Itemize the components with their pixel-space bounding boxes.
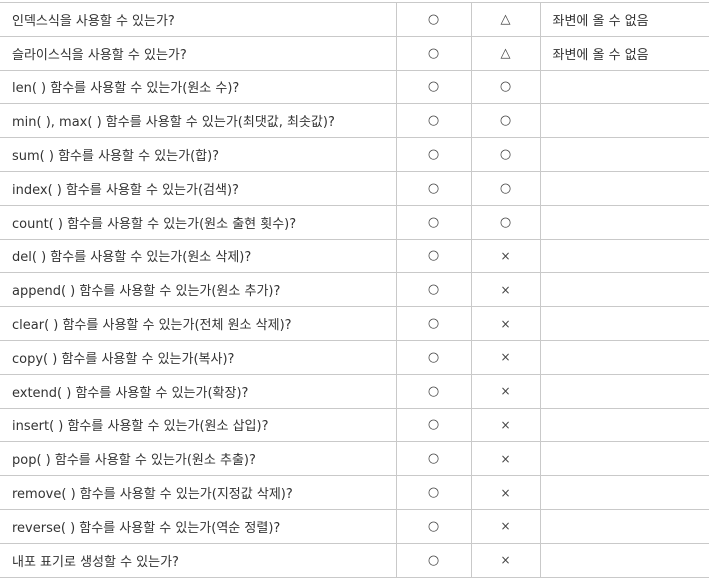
mark-cell: ○ <box>396 373 472 409</box>
table-row: pop( ) 함수를 사용할 수 있는가(원소 추출)? ○ × <box>0 441 709 477</box>
table-row: extend( ) 함수를 사용할 수 있는가(확장)? ○ × <box>0 373 709 409</box>
note-cell <box>540 475 709 510</box>
question-cell: append( ) 함수를 사용할 수 있는가(원소 추가)? <box>0 272 397 308</box>
mark-cell: ○ <box>396 238 472 274</box>
mark-cell: ○ <box>471 170 541 206</box>
question-cell: 슬라이스식을 사용할 수 있는가? <box>0 35 397 71</box>
table-row: min( ), max( ) 함수를 사용할 수 있는가(최댓값, 최솟값)? … <box>0 103 709 139</box>
mark-cell: ○ <box>396 441 472 477</box>
note-cell <box>540 441 709 477</box>
table-row: len( ) 함수를 사용할 수 있는가(원소 수)? ○ ○ <box>0 69 709 105</box>
mark-cell: ○ <box>396 2 472 37</box>
mark-cell: × <box>471 339 541 375</box>
table-row: reverse( ) 함수를 사용할 수 있는가(역순 정렬)? ○ × <box>0 508 709 544</box>
table-row: append( ) 함수를 사용할 수 있는가(원소 추가)? ○ × <box>0 272 709 308</box>
question-cell: index( ) 함수를 사용할 수 있는가(검색)? <box>0 170 397 206</box>
question-cell: 내포 표기로 생성할 수 있는가? <box>0 542 397 578</box>
note-cell <box>540 508 709 544</box>
mark-cell: △ <box>471 35 541 71</box>
question-cell: insert( ) 함수를 사용할 수 있는가(원소 삽입)? <box>0 407 397 443</box>
note-cell <box>540 339 709 375</box>
question-cell: sum( ) 함수를 사용할 수 있는가(합)? <box>0 137 397 172</box>
mark-cell: × <box>471 272 541 308</box>
mark-cell: △ <box>471 2 541 37</box>
table-row: index( ) 함수를 사용할 수 있는가(검색)? ○ ○ <box>0 170 709 206</box>
mark-cell: ○ <box>396 542 472 578</box>
mark-cell: ○ <box>471 69 541 105</box>
question-cell: extend( ) 함수를 사용할 수 있는가(확장)? <box>0 373 397 409</box>
note-cell <box>540 306 709 341</box>
note-cell <box>540 542 709 578</box>
mark-cell: ○ <box>471 103 541 139</box>
question-cell: copy( ) 함수를 사용할 수 있는가(복사)? <box>0 339 397 375</box>
note-cell <box>540 69 709 105</box>
mark-cell: ○ <box>396 272 472 308</box>
mark-cell: × <box>471 542 541 578</box>
note-cell: 좌변에 올 수 없음 <box>540 2 709 37</box>
mark-cell: ○ <box>396 407 472 443</box>
question-cell: del( ) 함수를 사용할 수 있는가(원소 삭제)? <box>0 238 397 274</box>
table-row: 인덱스식을 사용할 수 있는가? ○ △ 좌변에 올 수 없음 <box>0 2 709 37</box>
note-cell <box>540 272 709 308</box>
question-cell: count( ) 함수를 사용할 수 있는가(원소 출현 횟수)? <box>0 204 397 240</box>
table-row: copy( ) 함수를 사용할 수 있는가(복사)? ○ × <box>0 339 709 375</box>
note-cell: 좌변에 올 수 없음 <box>540 35 709 71</box>
mark-cell: ○ <box>396 306 472 341</box>
note-cell <box>540 373 709 409</box>
table-row: sum( ) 함수를 사용할 수 있는가(합)? ○ ○ <box>0 137 709 172</box>
question-cell: min( ), max( ) 함수를 사용할 수 있는가(최댓값, 최솟값)? <box>0 103 397 139</box>
table-row: 슬라이스식을 사용할 수 있는가? ○ △ 좌변에 올 수 없음 <box>0 35 709 71</box>
table-row: remove( ) 함수를 사용할 수 있는가(지정값 삭제)? ○ × <box>0 475 709 510</box>
mark-cell: ○ <box>396 69 472 105</box>
table-row: clear( ) 함수를 사용할 수 있는가(전체 원소 삭제)? ○ × <box>0 306 709 341</box>
mark-cell: × <box>471 508 541 544</box>
mark-cell: ○ <box>396 508 472 544</box>
mark-cell: ○ <box>396 204 472 240</box>
question-cell: pop( ) 함수를 사용할 수 있는가(원소 추출)? <box>0 441 397 477</box>
mark-cell: ○ <box>396 339 472 375</box>
question-cell: 인덱스식을 사용할 수 있는가? <box>0 2 397 37</box>
note-cell <box>540 238 709 274</box>
note-cell <box>540 137 709 172</box>
mark-cell: × <box>471 475 541 510</box>
mark-cell: × <box>471 441 541 477</box>
mark-cell: ○ <box>396 170 472 206</box>
mark-cell: ○ <box>396 103 472 139</box>
mark-cell: × <box>471 407 541 443</box>
note-cell <box>540 407 709 443</box>
mark-cell: ○ <box>396 137 472 172</box>
table-row: count( ) 함수를 사용할 수 있는가(원소 출현 횟수)? ○ ○ <box>0 204 709 240</box>
mark-cell: ○ <box>396 35 472 71</box>
table-row: insert( ) 함수를 사용할 수 있는가(원소 삽입)? ○ × <box>0 407 709 443</box>
question-cell: len( ) 함수를 사용할 수 있는가(원소 수)? <box>0 69 397 105</box>
mark-cell: × <box>471 238 541 274</box>
mark-cell: × <box>471 373 541 409</box>
mark-cell: × <box>471 306 541 341</box>
note-cell <box>540 103 709 139</box>
mark-cell: ○ <box>471 137 541 172</box>
question-cell: clear( ) 함수를 사용할 수 있는가(전체 원소 삭제)? <box>0 306 397 341</box>
question-cell: remove( ) 함수를 사용할 수 있는가(지정값 삭제)? <box>0 475 397 510</box>
mark-cell: ○ <box>471 204 541 240</box>
mark-cell: ○ <box>396 475 472 510</box>
table-row: del( ) 함수를 사용할 수 있는가(원소 삭제)? ○ × <box>0 238 709 274</box>
question-cell: reverse( ) 함수를 사용할 수 있는가(역순 정렬)? <box>0 508 397 544</box>
note-cell <box>540 204 709 240</box>
note-cell <box>540 170 709 206</box>
table-row: 내포 표기로 생성할 수 있는가? ○ × <box>0 542 709 578</box>
